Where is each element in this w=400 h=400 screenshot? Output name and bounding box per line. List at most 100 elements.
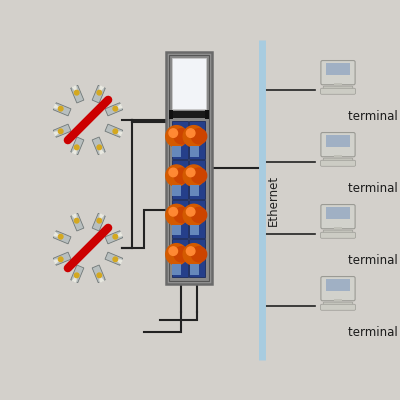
FancyBboxPatch shape [320, 160, 356, 166]
Circle shape [183, 204, 204, 226]
Circle shape [97, 145, 102, 150]
Polygon shape [105, 124, 123, 137]
Bar [189, 160, 205, 198]
Circle shape [97, 218, 102, 223]
Polygon shape [114, 131, 123, 136]
Circle shape [192, 207, 207, 223]
Circle shape [169, 168, 178, 177]
Circle shape [74, 273, 79, 278]
Bar [326, 135, 350, 147]
Polygon shape [53, 131, 62, 136]
Polygon shape [72, 274, 77, 283]
Bar [326, 63, 350, 75]
Bar [172, 224, 181, 235]
Polygon shape [53, 252, 71, 265]
Circle shape [174, 247, 189, 262]
Polygon shape [99, 213, 104, 222]
Bar [190, 264, 199, 274]
Circle shape [74, 218, 79, 223]
FancyBboxPatch shape [320, 304, 356, 310]
Circle shape [74, 90, 79, 95]
Circle shape [113, 129, 118, 134]
Circle shape [192, 168, 207, 183]
Polygon shape [99, 146, 104, 155]
Polygon shape [92, 265, 105, 283]
Polygon shape [72, 146, 77, 155]
Bar [169, 110, 173, 119]
Circle shape [74, 145, 79, 150]
Bar [172, 121, 188, 159]
Polygon shape [114, 259, 123, 264]
Bar [172, 264, 181, 274]
FancyBboxPatch shape [323, 230, 353, 234]
Bar [326, 279, 350, 291]
Text: Ethernet: Ethernet [267, 174, 280, 226]
Polygon shape [53, 259, 62, 264]
FancyBboxPatch shape [320, 232, 356, 238]
Bar [172, 200, 188, 238]
Circle shape [58, 234, 63, 239]
Polygon shape [99, 274, 104, 283]
Circle shape [186, 208, 195, 216]
Circle shape [174, 168, 189, 183]
FancyBboxPatch shape [166, 52, 212, 284]
Bar [190, 224, 199, 235]
Circle shape [169, 247, 178, 255]
Circle shape [186, 129, 195, 137]
FancyBboxPatch shape [320, 88, 356, 94]
Circle shape [97, 90, 102, 95]
Polygon shape [53, 124, 71, 137]
Circle shape [97, 273, 102, 278]
Circle shape [192, 129, 207, 144]
Bar [189, 239, 205, 277]
Text: terminal 1: terminal 1 [348, 110, 400, 123]
Circle shape [166, 126, 187, 147]
Polygon shape [92, 137, 105, 155]
FancyBboxPatch shape [323, 302, 353, 306]
Polygon shape [105, 231, 123, 244]
Bar [326, 207, 350, 219]
Polygon shape [71, 85, 84, 103]
Polygon shape [105, 252, 123, 265]
Bar [334, 155, 342, 159]
Polygon shape [71, 137, 84, 155]
Circle shape [174, 129, 189, 144]
Circle shape [183, 126, 204, 147]
Circle shape [58, 106, 63, 111]
Text: terminal 2: terminal 2 [348, 182, 400, 195]
Bar [334, 227, 342, 231]
Polygon shape [72, 85, 77, 94]
Circle shape [166, 165, 187, 186]
Text: terminal 4: terminal 4 [348, 326, 400, 339]
FancyBboxPatch shape [169, 55, 209, 281]
Polygon shape [53, 231, 71, 244]
FancyBboxPatch shape [321, 60, 355, 85]
Bar [172, 239, 188, 277]
Bar [172, 146, 181, 156]
Circle shape [169, 208, 178, 216]
Polygon shape [92, 213, 105, 231]
Bar [190, 185, 199, 196]
Polygon shape [71, 265, 84, 283]
Circle shape [166, 244, 187, 265]
Circle shape [113, 106, 118, 111]
Circle shape [169, 129, 178, 137]
Polygon shape [105, 103, 123, 116]
Text: terminal 3: terminal 3 [348, 254, 400, 267]
Circle shape [166, 204, 187, 226]
Polygon shape [114, 104, 123, 109]
Polygon shape [99, 85, 104, 94]
Circle shape [58, 257, 63, 262]
Bar [189, 200, 205, 238]
Bar [205, 110, 209, 119]
Polygon shape [114, 232, 123, 237]
Polygon shape [53, 103, 71, 116]
Polygon shape [71, 213, 84, 231]
Circle shape [58, 129, 63, 134]
Circle shape [192, 247, 207, 262]
Circle shape [113, 257, 118, 262]
FancyBboxPatch shape [321, 132, 355, 157]
FancyBboxPatch shape [321, 204, 355, 229]
Circle shape [113, 234, 118, 239]
FancyBboxPatch shape [323, 158, 353, 162]
